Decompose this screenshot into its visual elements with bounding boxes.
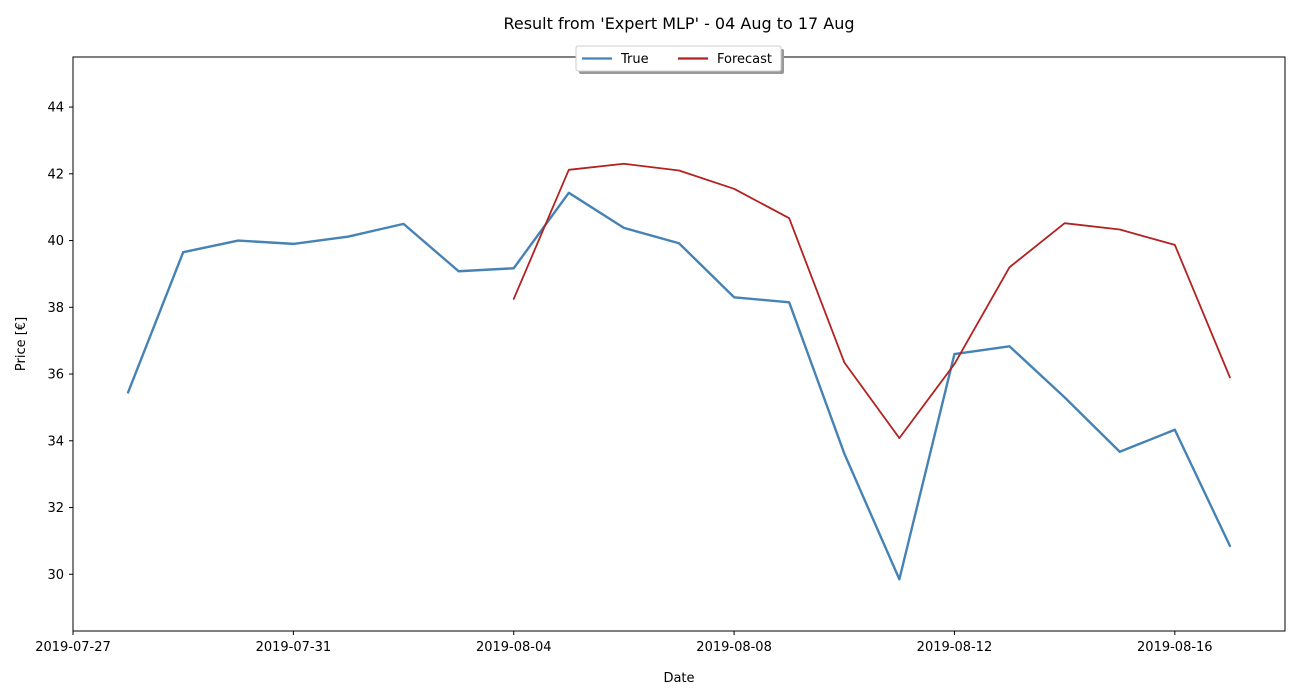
y-axis-label: Price [€] xyxy=(14,317,29,371)
y-tick-label: 34 xyxy=(47,434,64,449)
y-tick-label: 30 xyxy=(47,568,64,583)
y-tick-label: 38 xyxy=(47,301,64,316)
y-axis-ticks: 30 32 34 36 38 40 42 44 xyxy=(47,101,73,583)
x-axis-label: Date xyxy=(663,671,694,686)
y-tick-label: 42 xyxy=(47,167,64,182)
plot-frame xyxy=(72,56,1286,632)
x-tick-label: 2019-08-08 xyxy=(696,640,772,655)
y-tick-label: 32 xyxy=(47,501,64,516)
legend-true-label: True xyxy=(620,52,649,67)
x-tick-label: 2019-08-16 xyxy=(1137,640,1213,655)
x-tick-label: 2019-07-27 xyxy=(35,640,111,655)
chart-title: Result from 'Expert MLP' - 04 Aug to 17 … xyxy=(503,14,854,33)
legend: True Forecast xyxy=(575,45,784,74)
legend-forecast-label: Forecast xyxy=(717,52,772,67)
x-tick-label: 2019-07-31 xyxy=(256,640,332,655)
x-tick-label: 2019-08-04 xyxy=(476,640,552,655)
series-line-true xyxy=(126,191,1232,581)
x-axis-ticks: 2019-07-27 2019-07-31 2019-08-04 2019-08-08… xyxy=(35,631,1213,655)
y-tick-label: 40 xyxy=(47,234,64,249)
x-tick-label: 2019-08-12 xyxy=(917,640,993,655)
y-tick-label: 44 xyxy=(47,101,64,116)
series-layer xyxy=(126,162,1232,581)
y-tick-label: 36 xyxy=(47,368,64,383)
series-line-forecast xyxy=(512,162,1231,440)
